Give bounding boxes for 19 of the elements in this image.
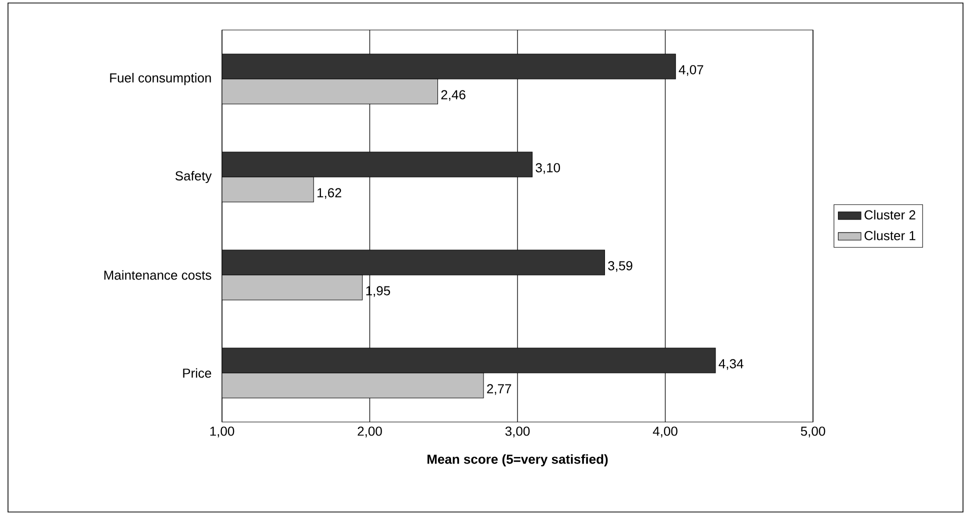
x-tick-label: 4,00 — [652, 426, 678, 438]
x-tick-label: 2,00 — [358, 426, 382, 438]
data-label: 1,62 — [318, 188, 342, 199]
y-tick-label: Maintenance costs — [104, 270, 212, 280]
data-label: 2,77 — [487, 384, 512, 395]
y-tick-label: Fuel consumption — [110, 72, 211, 86]
x-tick-label: 1,00 — [210, 426, 234, 438]
data-label: 3,59 — [608, 261, 632, 272]
y-tick-label: Safety — [175, 170, 212, 184]
data-label: 2,46 — [441, 90, 466, 101]
data-label: 4,07 — [678, 65, 704, 76]
x-tick-label: 5,00 — [800, 426, 826, 438]
data-label: 3,10 — [536, 163, 560, 174]
legend-label: Cluster 1 — [864, 230, 916, 240]
y-tick-label: Price — [183, 368, 212, 378]
data-label: 4,34 — [718, 359, 744, 370]
legend-label: Cluster 2 — [864, 210, 916, 220]
x-axis-title: Mean score (5=very satisfied) — [428, 454, 608, 466]
x-tick-label: 3,00 — [505, 426, 530, 438]
